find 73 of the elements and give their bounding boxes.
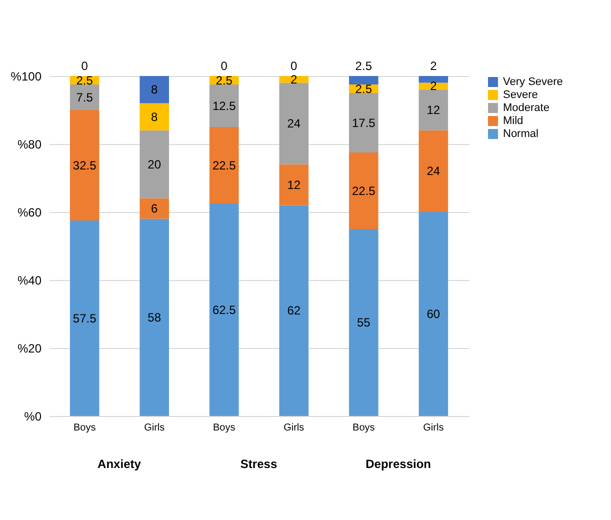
y-tick-label: %80: [17, 138, 42, 152]
bar: [140, 130, 169, 198]
data-label: 32.5: [72, 158, 97, 172]
legend-label: Very Severe: [503, 76, 563, 88]
data-label: 58: [148, 310, 162, 324]
legend-label: Mild: [503, 115, 524, 127]
bar: [70, 110, 100, 220]
data-label: 2.5: [216, 73, 233, 88]
x-tick-label: Boys: [352, 422, 375, 434]
data-label: 22.5: [352, 184, 376, 198]
data-label: 24: [426, 164, 440, 178]
x-tick-label: Girls: [423, 422, 444, 434]
bar: [279, 205, 309, 416]
data-label: 24: [287, 116, 301, 131]
bar: [418, 90, 448, 130]
data-label: 60: [426, 307, 440, 321]
legend-label: Normal: [503, 128, 538, 140]
x-tick-label: Boys: [73, 422, 96, 434]
bar: [349, 229, 378, 416]
bar: [279, 164, 309, 206]
data-label: 2: [430, 79, 438, 94]
y-tick-label: %40: [17, 274, 42, 288]
bar: [209, 204, 239, 416]
bar: [70, 84, 100, 110]
data-label: 0: [220, 59, 228, 73]
y-tick-label: %100: [10, 70, 42, 84]
x-tick-label: Girls: [284, 422, 304, 434]
bar: [349, 76, 378, 84]
data-label: 12: [287, 178, 301, 192]
data-label: 2.5: [355, 82, 372, 96]
bar: [209, 127, 239, 204]
data-label: 55: [356, 316, 371, 330]
text: Depression: [366, 457, 431, 471]
data-label: 12: [426, 103, 440, 117]
bar: [70, 220, 100, 416]
bar: [209, 84, 239, 127]
y-tick-label: %20: [17, 342, 42, 356]
bar: [418, 212, 448, 416]
data-label: 8: [151, 110, 158, 124]
x-tick-label: Girls: [144, 422, 165, 434]
data-label: 20: [148, 157, 162, 172]
x-tick-label: Boys: [213, 422, 236, 434]
bar: [279, 76, 309, 83]
data-label: 0: [290, 59, 298, 73]
data-label: 6: [151, 202, 158, 216]
data-label: 57.5: [72, 311, 97, 326]
data-label: 2.5: [355, 59, 372, 73]
bar: [140, 103, 169, 130]
data-label: 62.5: [212, 302, 236, 317]
legend-label: Severe: [503, 89, 538, 101]
bar: [349, 152, 378, 229]
data-label: 7.5: [76, 90, 94, 104]
data-label: 2: [290, 72, 298, 86]
bar: [140, 76, 169, 104]
bar: [140, 218, 169, 416]
bar: [279, 82, 309, 164]
text: Stress: [240, 457, 278, 471]
bar: [418, 130, 448, 212]
legend-label: Moderate: [503, 102, 550, 114]
data-label: 12.5: [212, 98, 236, 113]
bar: [140, 198, 169, 219]
data-label: 22.5: [212, 158, 236, 172]
data-label: 62: [287, 304, 301, 318]
data-label: 2.5: [76, 73, 94, 88]
data-label: 8: [151, 82, 158, 97]
data-label: 2: [430, 59, 438, 73]
text: Anxiety: [98, 457, 142, 471]
bar: [349, 93, 378, 152]
y-tick-label: %60: [17, 206, 42, 220]
y-tick-label: %0: [24, 410, 42, 424]
bar: [418, 76, 448, 83]
data-label: 17.5: [352, 116, 376, 130]
data-label: 0: [81, 59, 88, 73]
